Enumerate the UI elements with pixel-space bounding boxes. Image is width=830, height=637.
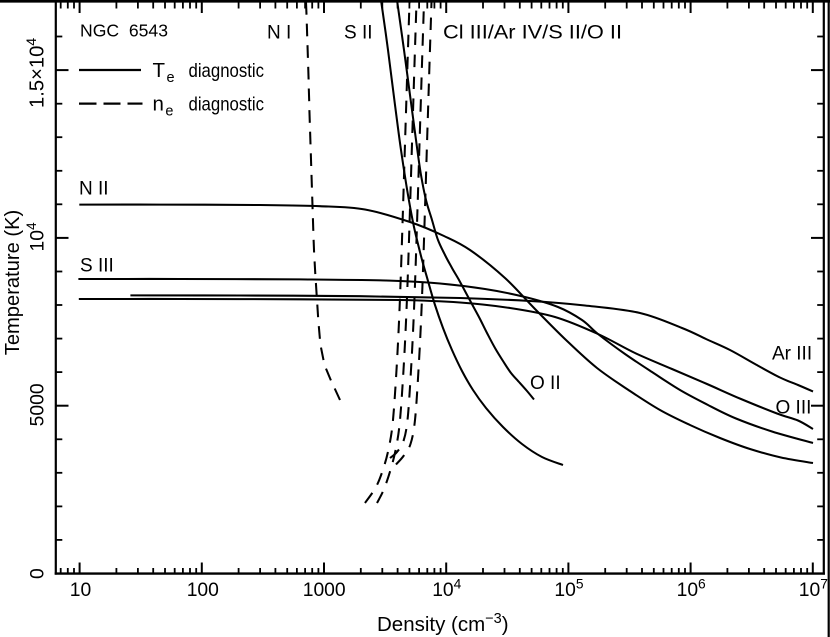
svg-text:NGC 6543: NGC 6543 [80,21,168,41]
svg-text:1000: 1000 [303,580,346,601]
svg-text:106: 106 [677,577,706,602]
svg-text:diagnostic: diagnostic [189,60,265,82]
svg-text:O III: O III [776,398,812,419]
svg-text:Density (cm−3): Density (cm−3) [377,611,509,636]
svg-text:O II: O II [530,373,561,394]
svg-text:105: 105 [554,577,583,602]
svg-text:0: 0 [28,568,49,579]
svg-text:10: 10 [70,580,91,601]
svg-text:Te: Te [153,59,175,86]
svg-text:S II: S II [344,23,373,44]
svg-text:Cl III/Ar IV/S II/O II: Cl III/Ar IV/S II/O II [443,23,622,44]
svg-text:diagnostic: diagnostic [189,94,265,116]
svg-text:Temperature (K): Temperature (K) [1,210,24,356]
svg-text:1.5×104: 1.5×104 [24,38,49,108]
svg-text:100: 100 [187,580,219,601]
svg-text:S III: S III [80,256,114,277]
svg-text:ne: ne [153,93,174,120]
svg-text:N I: N I [267,23,291,44]
svg-text:107: 107 [799,577,828,602]
svg-text:5000: 5000 [28,383,49,426]
svg-text:104: 104 [24,222,49,251]
svg-text:104: 104 [432,577,461,602]
svg-text:N II: N II [79,179,109,200]
svg-text:Ar III: Ar III [772,344,812,365]
